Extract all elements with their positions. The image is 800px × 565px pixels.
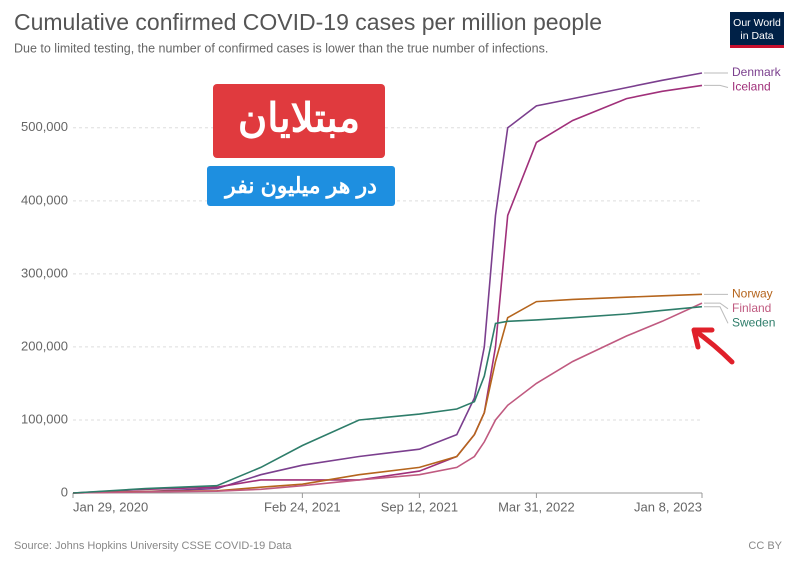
annotation: در هر میلیون نفر	[223, 173, 377, 199]
y-tick-label: 500,000	[21, 119, 68, 134]
y-tick-label: 300,000	[21, 265, 68, 280]
x-tick-label: Jan 8, 2023	[634, 499, 702, 514]
legend-label: Norway	[732, 286, 773, 300]
annotation-box	[207, 166, 395, 206]
x-tick-label: Jan 29, 2020	[73, 499, 148, 514]
x-tick-label: Mar 31, 2022	[498, 499, 575, 514]
annotation: مبتلایان	[238, 97, 360, 141]
legend-leader	[704, 84, 729, 88]
legend-label: Denmark	[732, 65, 782, 79]
legend-label: Sweden	[732, 315, 775, 329]
x-tick-label: Sep 12, 2021	[381, 499, 458, 514]
overlay: مبتلایان در هر میلیون نفر	[207, 84, 735, 365]
series-line	[72, 72, 703, 494]
logo-box	[730, 12, 784, 48]
series-line	[72, 305, 703, 494]
y-tick-label: 0	[61, 484, 68, 499]
logo: Our World in Data	[730, 12, 784, 48]
chart-subtitle: Due to limited testing, the number of co…	[14, 41, 548, 55]
source: Source: Johns Hopkins University CSSE CO…	[14, 540, 292, 552]
legend-label: Finland	[732, 301, 771, 315]
series-line	[72, 302, 703, 494]
license: CC BY	[748, 540, 782, 552]
series-line	[72, 293, 703, 494]
logo-text: Our World	[733, 17, 781, 29]
logo-stripe	[730, 45, 784, 48]
legend-label: Iceland	[732, 80, 771, 94]
series-line	[72, 84, 703, 494]
chart-title: Cumulative confirmed COVID-19 cases per …	[14, 9, 602, 35]
logo-text: in Data	[740, 30, 773, 42]
x-tick-label: Feb 24, 2021	[264, 499, 341, 514]
legend-leader	[704, 302, 729, 310]
y-tick-label: 100,000	[21, 411, 68, 426]
legend-leader	[704, 306, 729, 324]
y-tick-label: 200,000	[21, 338, 68, 353]
y-tick-label: 400,000	[21, 192, 68, 207]
arrow	[691, 327, 735, 365]
plot: 0 100,000 200,000 300,000 400,000 500,000 Jan …	[21, 65, 782, 514]
annotation-box	[213, 84, 385, 158]
